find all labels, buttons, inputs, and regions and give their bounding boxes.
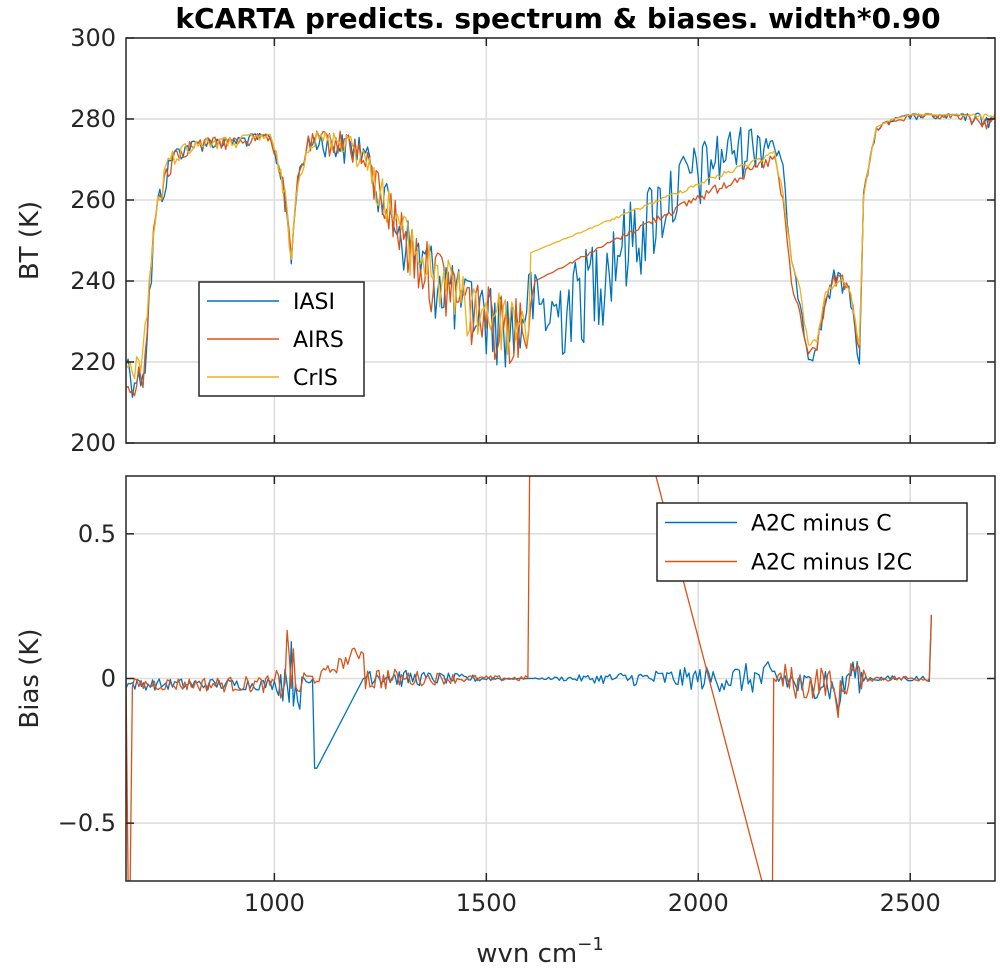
bias-ytick-label-0: −0.5 [58,809,116,837]
bias-xtick-label-0: 1000 [244,889,305,917]
bias-legend-label-0: A2C minus C [751,512,892,537]
spectrum-axes: 200 220 240 260 280 300 BT (K) IASI AIRS CrIS kCAR… [15,2,996,457]
spectrum-ytick-label-1: 220 [70,348,116,376]
spectrum-legend-label-1: AIRS [293,328,344,353]
bias-series-group [126,476,933,881]
spectrum-legend-label-0: IASI [293,290,335,315]
bias-xlabel-superscript: −1 [577,934,604,955]
spectrum-legend-label-2: CrIS [293,366,338,391]
bias-legend-label-1: A2C minus I2C [751,551,912,576]
spectrum-ytick-label-5: 300 [70,24,116,52]
spectrum-series-group [126,112,995,398]
bias-ylabel: Bias (K) [15,628,45,728]
bias-series-a2c-minus-i2c [126,476,933,881]
bias-legend: A2C minus C A2C minus I2C [656,502,968,582]
spectrum-ytick-label-0: 200 [70,429,116,457]
bias-xtick-label-3: 2500 [880,889,941,917]
bias-xlabel: wvn cm−1 [476,934,604,969]
bias-axes: 1000 1500 2000 2500 −0.5 0 0.5 Bias (K) A2C minu… [15,475,996,969]
spectrum-ytick-label-3: 260 [70,186,116,214]
spectrum-frame [125,37,996,444]
spectrum-legend: IASI AIRS CrIS [198,281,365,397]
spectrum-ytick-label-2: 240 [70,267,116,295]
bias-xtick-label-2: 2000 [668,889,729,917]
bias-ytick-label-1: 0 [101,665,116,693]
bias-ytick-label-2: 0.5 [78,520,116,548]
chart-title: kCARTA predicts. spectrum & biases. widt… [175,2,940,35]
spectrum-series-cris [126,113,995,380]
bias-xtick-label-1: 1500 [456,889,517,917]
bias-series-a2c-minus-c [126,614,933,769]
bias-legend-box [656,502,968,582]
spectrum-ylabel: BT (K) [15,201,45,280]
spectrum-ytick-label-4: 280 [70,105,116,133]
